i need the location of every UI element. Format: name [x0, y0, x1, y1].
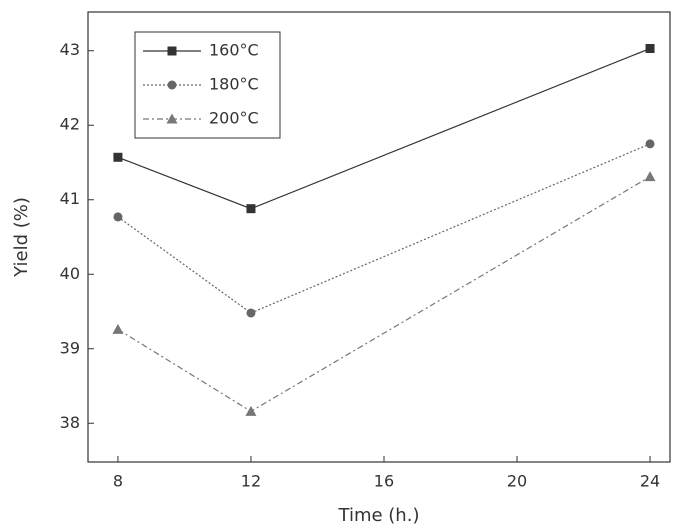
y-tick-label: 40 [60, 264, 80, 283]
legend-label: 160°C [209, 41, 259, 60]
marker [245, 406, 256, 416]
marker [646, 44, 655, 53]
x-tick-label: 16 [374, 472, 394, 491]
y-tick-label: 39 [60, 338, 80, 357]
x-tick-label: 8 [113, 472, 123, 491]
y-axis-label: Yield (%) [11, 197, 32, 278]
series-line [118, 177, 650, 412]
series-line [118, 144, 650, 313]
marker [112, 324, 123, 334]
legend-label: 180°C [209, 75, 259, 94]
marker [645, 171, 656, 181]
y-tick-label: 42 [60, 115, 80, 134]
x-tick-label: 24 [640, 472, 660, 491]
legend-marker [168, 47, 177, 56]
x-tick-label: 20 [507, 472, 527, 491]
marker [246, 308, 255, 317]
legend-label: 200°C [209, 109, 259, 128]
x-axis-label: Time (h.) [338, 505, 420, 526]
y-tick-label: 38 [60, 413, 80, 432]
chart: Time (h.) Yield (%) 8 12 16 20 24 38 39 40 41 42 4… [0, 0, 680, 528]
marker [113, 212, 122, 221]
marker [113, 153, 122, 162]
marker [246, 204, 255, 213]
y-tick-label: 43 [60, 40, 80, 59]
marker [646, 139, 655, 148]
y-tick-label: 41 [60, 189, 80, 208]
x-tick-label: 12 [241, 472, 261, 491]
legend-marker [168, 81, 177, 90]
